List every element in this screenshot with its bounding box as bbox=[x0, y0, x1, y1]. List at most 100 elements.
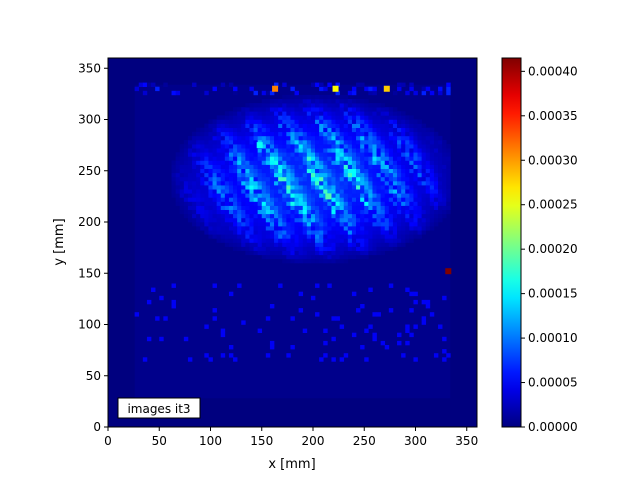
heatmap-cell bbox=[233, 234, 238, 239]
heatmap-cell bbox=[397, 156, 402, 161]
heatmap-cell bbox=[224, 127, 230, 133]
heatmap-cell bbox=[372, 115, 377, 120]
heatmap-cell bbox=[212, 144, 217, 149]
heatmap-cell bbox=[319, 103, 324, 108]
heatmap-cell bbox=[257, 234, 263, 239]
heatmap-cell bbox=[290, 258, 295, 264]
heatmap-cell bbox=[376, 111, 381, 116]
heatmap-cell bbox=[306, 115, 312, 120]
heatmap-cell bbox=[388, 131, 394, 137]
heatmap-cell bbox=[187, 176, 193, 182]
heatmap-cell bbox=[245, 107, 250, 112]
heatmap-cell bbox=[310, 168, 316, 174]
heatmap-cell bbox=[335, 90, 340, 96]
heatmap-cell bbox=[372, 312, 377, 317]
heatmap-cell bbox=[319, 115, 324, 120]
heatmap-cell bbox=[249, 119, 254, 124]
heatmap-cell bbox=[192, 181, 197, 186]
heatmap-cell bbox=[257, 148, 263, 153]
heatmap-cell bbox=[183, 205, 189, 210]
heatmap-cell bbox=[187, 201, 193, 206]
heatmap-cell bbox=[298, 168, 304, 174]
heatmap-cell bbox=[282, 246, 287, 251]
heatmap-cell bbox=[413, 164, 418, 169]
heatmap-cell bbox=[327, 283, 332, 288]
heatmap-cell bbox=[208, 357, 213, 362]
heatmap-cell bbox=[269, 193, 275, 198]
heatmap-cell bbox=[224, 197, 230, 202]
heatmap-cell bbox=[302, 123, 308, 128]
heatmap-cell bbox=[421, 185, 427, 190]
heatmap-cell bbox=[401, 164, 406, 169]
heatmap-cell bbox=[343, 119, 349, 124]
heatmap-cell bbox=[417, 119, 422, 124]
heatmap-cell bbox=[356, 308, 361, 313]
heatmap-cell bbox=[392, 164, 398, 169]
heatmap-cell bbox=[257, 168, 263, 174]
heatmap-cell bbox=[397, 197, 402, 202]
heatmap-cell bbox=[388, 152, 394, 157]
heatmap-cell bbox=[286, 156, 291, 161]
heatmap-cell bbox=[278, 164, 283, 169]
heatmap-cell bbox=[433, 176, 439, 182]
heatmap-cell bbox=[376, 164, 381, 169]
heatmap-cell bbox=[220, 328, 226, 333]
heatmap-cell bbox=[323, 250, 328, 256]
heatmap-cell bbox=[368, 115, 373, 120]
heatmap-cell bbox=[360, 172, 365, 178]
heatmap-cell bbox=[413, 357, 418, 362]
heatmap-cell bbox=[438, 181, 443, 186]
heatmap-cell bbox=[364, 328, 369, 333]
heatmap-cell bbox=[388, 164, 394, 169]
heatmap-cell bbox=[192, 209, 197, 215]
heatmap-cell bbox=[310, 135, 316, 141]
heatmap-cell bbox=[413, 205, 418, 210]
heatmap-cell bbox=[253, 238, 258, 243]
heatmap-cell bbox=[183, 140, 189, 145]
heatmap-cell bbox=[360, 127, 365, 133]
heatmap-cell bbox=[290, 144, 295, 149]
heatmap-cell bbox=[216, 172, 222, 178]
heatmap-cell bbox=[343, 103, 349, 108]
heatmap-cell bbox=[245, 111, 250, 116]
heatmap-cell bbox=[343, 168, 349, 174]
heatmap-cell bbox=[282, 107, 287, 112]
heatmap-cell bbox=[220, 217, 226, 223]
heatmap-cell bbox=[425, 304, 431, 309]
heatmap-cell bbox=[249, 160, 254, 165]
heatmap-cell bbox=[417, 222, 422, 227]
heatmap-cell bbox=[356, 140, 361, 145]
heatmap-cell bbox=[187, 168, 193, 174]
heatmap-cell bbox=[323, 328, 328, 333]
heatmap-cell bbox=[433, 140, 439, 145]
heatmap-cell bbox=[401, 197, 406, 202]
heatmap-cell bbox=[429, 181, 435, 186]
heatmap-cell bbox=[298, 94, 304, 100]
heatmap-cell bbox=[397, 119, 402, 124]
heatmap-cell bbox=[360, 131, 365, 137]
heatmap-cell bbox=[356, 238, 361, 243]
heatmap-cell bbox=[253, 168, 258, 174]
heatmap-cell bbox=[405, 119, 410, 124]
heatmap-cell bbox=[233, 201, 238, 206]
heatmap-cell bbox=[433, 164, 439, 169]
heatmap-cell bbox=[237, 135, 242, 141]
heatmap-cell bbox=[274, 242, 279, 247]
heatmap-cell bbox=[319, 119, 324, 124]
heatmap-cell bbox=[315, 115, 320, 120]
heatmap-cell bbox=[323, 131, 328, 137]
heatmap-cell bbox=[179, 197, 185, 202]
heatmap-cell bbox=[216, 189, 222, 194]
heatmap-cell bbox=[233, 148, 238, 153]
heatmap-cell bbox=[327, 94, 332, 100]
heatmap-cell bbox=[302, 152, 308, 157]
heatmap-cell bbox=[274, 135, 279, 141]
heatmap-cell bbox=[327, 205, 332, 210]
heatmap-cell bbox=[384, 205, 390, 210]
heatmap-cell bbox=[323, 156, 328, 161]
heatmap-cell bbox=[315, 135, 320, 141]
heatmap-cell bbox=[183, 209, 189, 215]
heatmap-cell bbox=[335, 152, 340, 157]
heatmap-cell bbox=[302, 205, 308, 210]
heatmap-cell bbox=[339, 168, 345, 174]
